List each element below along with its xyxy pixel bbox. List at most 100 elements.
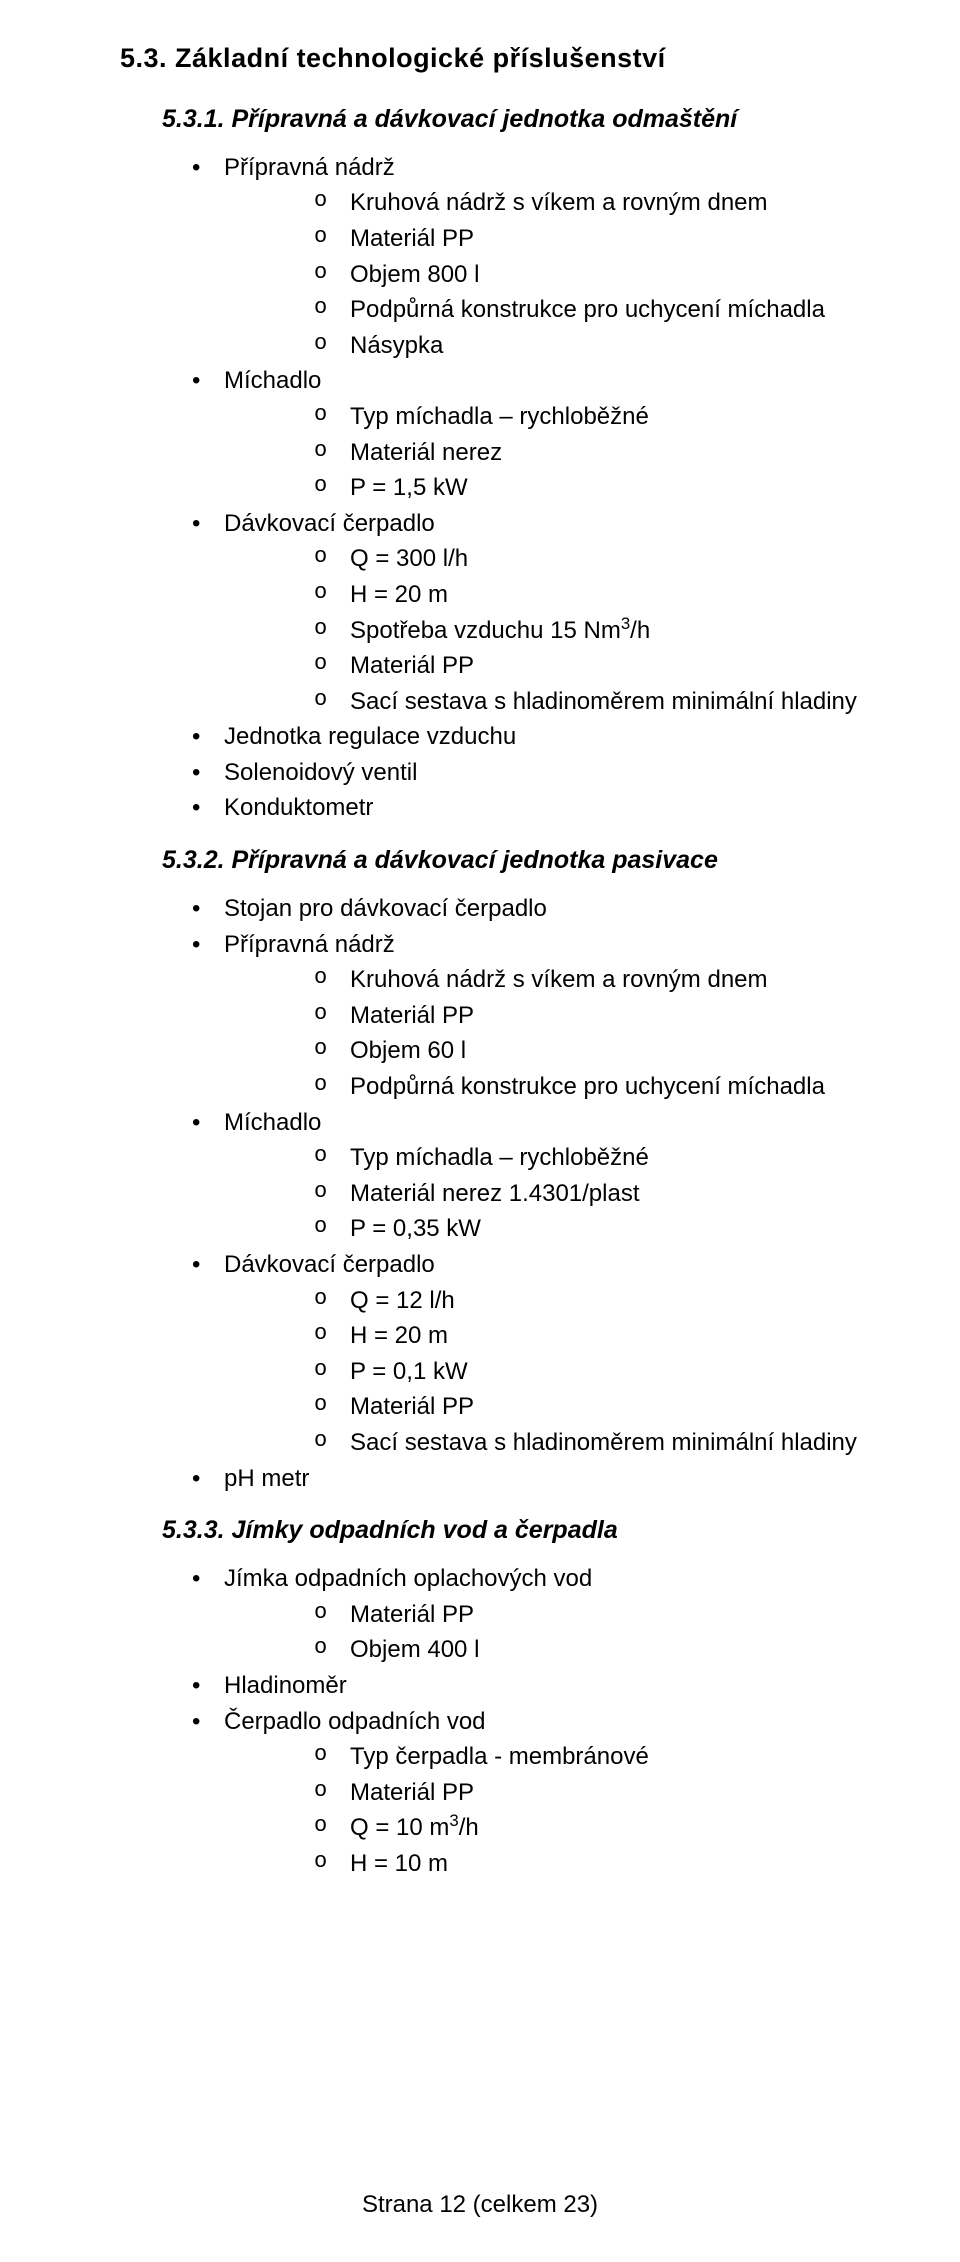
text: P = 0,35 kW: [350, 1215, 481, 1242]
list-item: Jímka odpadních oplachových vod Materiál…: [192, 1562, 860, 1667]
text: Materiál nerez: [350, 439, 502, 466]
list-s2: Stojan pro dávkovací čerpadlo Přípravná …: [120, 892, 860, 1495]
list-item: Spotřeba vzduchu 15 Nm3/h: [314, 614, 860, 648]
list-item: Kruhová nádrž s víkem a rovným dnem: [314, 186, 860, 220]
text: P = 1,5 kW: [350, 474, 468, 501]
text: Materiál PP: [350, 1393, 474, 1420]
list-item: Míchadlo Typ míchadla – rychloběžné Mate…: [192, 1106, 860, 1246]
list-item: Materiál PP: [314, 1776, 860, 1810]
heading-s2: 5.3.2. Přípravná a dávkovací jednotka pa…: [162, 843, 860, 878]
heading-s1: 5.3.1. Přípravná a dávkovací jednotka od…: [162, 102, 860, 137]
text: Typ míchadla – rychloběžné: [350, 403, 649, 430]
text: Solenoidový ventil: [224, 759, 417, 786]
sub-list: Q = 12 l/h H = 20 m P = 0,1 kW Materiál …: [224, 1284, 860, 1460]
list-item: Přípravná nádrž Kruhová nádrž s víkem a …: [192, 928, 860, 1104]
superscript: 3: [621, 614, 630, 633]
list-item: Materiál PP: [314, 649, 860, 683]
sub-list: Typ míchadla – rychloběžné Materiál nere…: [224, 400, 860, 505]
text: Objem 60 l: [350, 1037, 466, 1064]
text: Materiál PP: [350, 225, 474, 252]
text: H = 20 m: [350, 581, 448, 608]
heading-s3: 5.3.3. Jímky odpadních vod a čerpadla: [162, 1513, 860, 1548]
text: Sací sestava s hladinoměrem minimální hl…: [350, 1429, 857, 1456]
text: Sací sestava s hladinoměrem minimální hl…: [350, 688, 857, 715]
list-item: Kruhová nádrž s víkem a rovným dnem: [314, 963, 860, 997]
text: H = 20 m: [350, 1322, 448, 1349]
list-item: P = 0,1 kW: [314, 1355, 860, 1389]
list-s3: Jímka odpadních oplachových vod Materiál…: [120, 1562, 860, 1880]
text: Materiál PP: [350, 1002, 474, 1029]
list-item: Materiál nerez 1.4301/plast: [314, 1177, 860, 1211]
page: 5.3. Základní technologické příslušenstv…: [0, 0, 960, 2262]
text: Spotřeba vzduchu 15 Nm: [350, 617, 621, 644]
text: Přípravná nádrž: [224, 154, 395, 181]
list-item: Solenoidový ventil: [192, 756, 860, 790]
sub-list: Materiál PP Objem 400 l: [224, 1598, 860, 1667]
text: H = 10 m: [350, 1850, 448, 1877]
text: Přípravná nádrž: [224, 931, 395, 958]
text: Míchadlo: [224, 367, 321, 394]
list-item: Dávkovací čerpadlo Q = 300 l/h H = 20 m …: [192, 507, 860, 719]
list-item: Materiál PP: [314, 1390, 860, 1424]
list-item: Materiál nerez: [314, 436, 860, 470]
list-item: Q = 12 l/h: [314, 1284, 860, 1318]
list-item: Materiál PP: [314, 222, 860, 256]
list-item: Přípravná nádrž Kruhová nádrž s víkem a …: [192, 151, 860, 363]
sub-list: Kruhová nádrž s víkem a rovným dnem Mate…: [224, 186, 860, 362]
text: Objem 800 l: [350, 261, 479, 288]
list-item: Q = 10 m3/h: [314, 1811, 860, 1845]
list-item: Stojan pro dávkovací čerpadlo: [192, 892, 860, 926]
list-item: Objem 60 l: [314, 1034, 860, 1068]
text: Kruhová nádrž s víkem a rovným dnem: [350, 189, 768, 216]
list-item: Násypka: [314, 329, 860, 363]
list-item: Objem 800 l: [314, 258, 860, 292]
list-item: Podpůrná konstrukce pro uchycení míchadl…: [314, 293, 860, 327]
page-footer: Strana 12 (celkem 23): [0, 2188, 960, 2222]
list-item: H = 20 m: [314, 578, 860, 612]
text: /h: [459, 1814, 479, 1841]
text: pH metr: [224, 1465, 309, 1492]
text: Konduktometr: [224, 794, 373, 821]
text: Objem 400 l: [350, 1636, 479, 1663]
text: Dávkovací čerpadlo: [224, 510, 435, 537]
list-item: P = 0,35 kW: [314, 1212, 860, 1246]
text: Násypka: [350, 332, 443, 359]
heading-main: 5.3. Základní technologické příslušenstv…: [120, 40, 860, 78]
superscript: 3: [449, 1811, 458, 1830]
list-s1: Přípravná nádrž Kruhová nádrž s víkem a …: [120, 151, 860, 825]
list-item: Sací sestava s hladinoměrem minimální hl…: [314, 1426, 860, 1460]
text: Jímka odpadních oplachových vod: [224, 1565, 592, 1592]
list-item: H = 10 m: [314, 1847, 860, 1881]
text: Materiál PP: [350, 652, 474, 679]
text: Typ čerpadla - membránové: [350, 1743, 649, 1770]
sub-list: Typ čerpadla - membránové Materiál PP Q …: [224, 1740, 860, 1880]
list-item: Míchadlo Typ míchadla – rychloběžné Mate…: [192, 364, 860, 504]
sub-list: Typ míchadla – rychloběžné Materiál nere…: [224, 1141, 860, 1246]
text: Typ míchadla – rychloběžné: [350, 1144, 649, 1171]
list-item: H = 20 m: [314, 1319, 860, 1353]
text: Kruhová nádrž s víkem a rovným dnem: [350, 966, 768, 993]
list-item: Objem 400 l: [314, 1633, 860, 1667]
text: /h: [630, 617, 650, 644]
text: Míchadlo: [224, 1109, 321, 1136]
list-item: Čerpadlo odpadních vod Typ čerpadla - me…: [192, 1705, 860, 1881]
list-item: Sací sestava s hladinoměrem minimální hl…: [314, 685, 860, 719]
text: Materiál PP: [350, 1779, 474, 1806]
list-item: Podpůrná konstrukce pro uchycení míchadl…: [314, 1070, 860, 1104]
list-item: Typ míchadla – rychloběžné: [314, 400, 860, 434]
text: Materiál PP: [350, 1601, 474, 1628]
text: Podpůrná konstrukce pro uchycení míchadl…: [350, 1073, 825, 1100]
list-item: Jednotka regulace vzduchu: [192, 720, 860, 754]
sub-list: Q = 300 l/h H = 20 m Spotřeba vzduchu 15…: [224, 542, 860, 718]
list-item: Typ míchadla – rychloběžné: [314, 1141, 860, 1175]
list-item: Konduktometr: [192, 791, 860, 825]
list-item: Materiál PP: [314, 999, 860, 1033]
text: Čerpadlo odpadních vod: [224, 1708, 486, 1735]
text: Dávkovací čerpadlo: [224, 1251, 435, 1278]
text: Materiál nerez 1.4301/plast: [350, 1180, 640, 1207]
text: Q = 300 l/h: [350, 545, 468, 572]
list-item: Materiál PP: [314, 1598, 860, 1632]
text: Hladinoměr: [224, 1672, 347, 1699]
text: Jednotka regulace vzduchu: [224, 723, 516, 750]
list-item: Q = 300 l/h: [314, 542, 860, 576]
